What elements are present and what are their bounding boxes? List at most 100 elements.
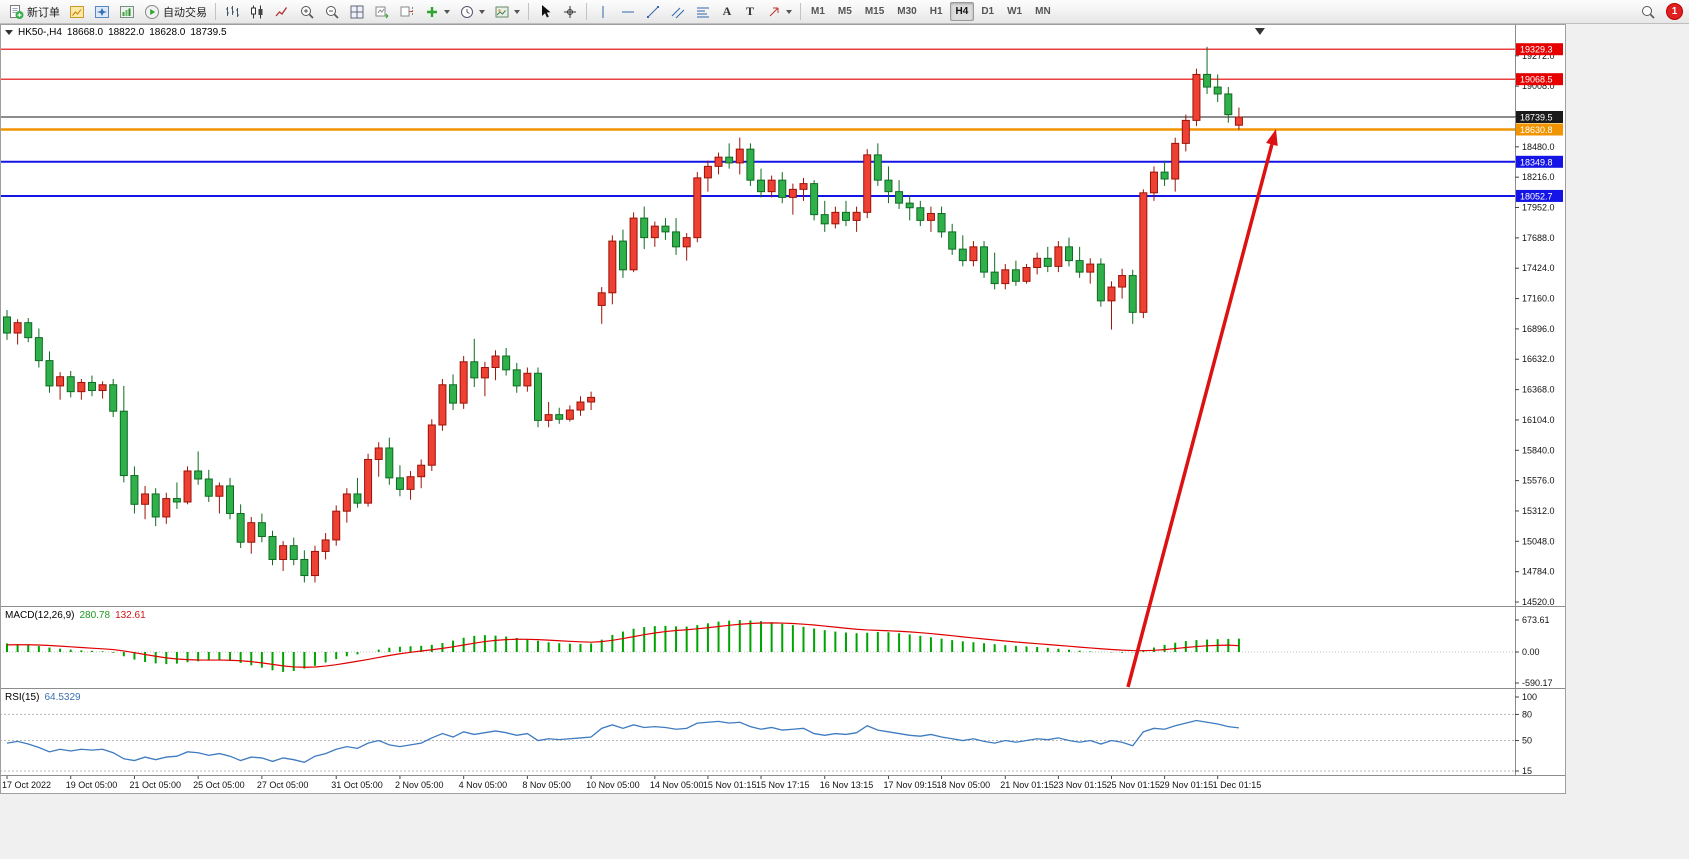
- bar-chart-button[interactable]: [220, 2, 244, 22]
- svg-text:16896.0: 16896.0: [1522, 324, 1555, 334]
- new-order-button[interactable]: 新订单: [4, 2, 64, 22]
- timeframe-h4[interactable]: H4: [949, 2, 975, 21]
- svg-text:17 Nov 09:15: 17 Nov 09:15: [883, 780, 937, 790]
- terminal-icon: [120, 5, 134, 18]
- svg-text:18349.8: 18349.8: [1520, 157, 1553, 167]
- time-axis[interactable]: 17 Oct 2022 19 Oct 05:00 21 Oct 05:00 25 Oc…: [2, 776, 1261, 790]
- timeframe-w1[interactable]: W1: [1001, 2, 1028, 21]
- auto-scroll-button[interactable]: [370, 2, 394, 22]
- zoom-in-button[interactable]: [295, 2, 319, 22]
- svg-text:2 Nov 05:00: 2 Nov 05:00: [395, 780, 444, 790]
- svg-text:-590.17: -590.17: [1522, 678, 1553, 688]
- chart-shift-button[interactable]: [395, 2, 419, 22]
- svg-text:18739.5: 18739.5: [1520, 113, 1553, 123]
- collapse-ohlc-icon[interactable]: [5, 30, 13, 35]
- chevron-down-icon: [479, 9, 485, 14]
- arrows-tool-button[interactable]: [762, 2, 796, 22]
- text-label-icon: T: [745, 4, 754, 18]
- auto-trading-icon: [145, 4, 159, 19]
- text-tool-button[interactable]: A: [716, 2, 738, 22]
- svg-text:14520.0: 14520.0: [1522, 597, 1555, 607]
- channel-tool-button[interactable]: [666, 2, 690, 22]
- timeframe-m30[interactable]: M30: [891, 2, 922, 21]
- svg-text:18 Nov 05:00: 18 Nov 05:00: [937, 780, 991, 790]
- annotation-arrow-line[interactable]: [1126, 144, 1274, 688]
- market-watch-button[interactable]: [65, 2, 89, 22]
- timeframe-m15[interactable]: M15: [859, 2, 890, 21]
- timeframe-d1[interactable]: D1: [975, 2, 1000, 21]
- chart-shift-marker[interactable]: [1254, 28, 1265, 35]
- chart-background: [0, 24, 1566, 794]
- text-label-tool-button[interactable]: T: [739, 2, 761, 22]
- svg-text:27 Oct 05:00: 27 Oct 05:00: [257, 780, 309, 790]
- zoom-out-button[interactable]: [320, 2, 344, 22]
- svg-text:19068.5: 19068.5: [1520, 75, 1553, 85]
- svg-text:15576.0: 15576.0: [1522, 476, 1555, 486]
- templates-button[interactable]: [490, 2, 524, 22]
- periods-button[interactable]: [455, 2, 489, 22]
- timeframe-m1[interactable]: M1: [805, 2, 831, 21]
- svg-text:21 Nov 01:15: 21 Nov 01:15: [1000, 780, 1054, 790]
- horizontal-line-tool-button[interactable]: [616, 2, 640, 22]
- svg-text:18630.8: 18630.8: [1520, 125, 1553, 135]
- svg-text:673.61: 673.61: [1522, 615, 1550, 625]
- tile-windows-icon: [350, 5, 364, 18]
- chevron-down-icon: [444, 9, 450, 14]
- auto-scroll-icon: [375, 6, 389, 18]
- rsi-axis: 100 80 50 15: [1515, 692, 1537, 776]
- trendline-icon: [647, 5, 659, 18]
- timeframe-m5[interactable]: M5: [832, 2, 858, 21]
- notification-badge[interactable]: 1: [1666, 3, 1683, 20]
- candlesticks-layer: [3, 46, 1243, 583]
- timeframe-h1[interactable]: H1: [924, 2, 949, 21]
- timeframe-mn[interactable]: MN: [1029, 2, 1057, 21]
- search-button[interactable]: [1636, 2, 1660, 22]
- macd-histogram: [6, 620, 1240, 672]
- svg-text:25 Oct 05:00: 25 Oct 05:00: [193, 780, 245, 790]
- trendline-tool-button[interactable]: [641, 2, 665, 22]
- indicators-icon: [427, 6, 437, 17]
- svg-text:1 Dec 01:15: 1 Dec 01:15: [1213, 780, 1262, 790]
- zoom-out-icon: [326, 5, 339, 19]
- templates-icon: [495, 6, 509, 17]
- svg-text:17 Oct 2022: 17 Oct 2022: [2, 780, 51, 790]
- svg-text:80: 80: [1522, 709, 1532, 719]
- svg-text:17424.0: 17424.0: [1522, 263, 1555, 273]
- toolbar-separator: [215, 3, 216, 20]
- svg-text:10 Nov 05:00: 10 Nov 05:00: [586, 780, 640, 790]
- svg-text:0.00: 0.00: [1522, 647, 1540, 657]
- vertical-line-tool-button[interactable]: [591, 2, 615, 22]
- fibonacci-tool-button[interactable]: [691, 2, 715, 22]
- line-chart-button[interactable]: [270, 2, 294, 22]
- svg-text:15 Nov 17:15: 15 Nov 17:15: [756, 780, 810, 790]
- crosshair-icon: [564, 5, 576, 18]
- candlestick-chart-icon: [251, 5, 263, 18]
- auto-trading-button[interactable]: 自动交易: [140, 2, 211, 22]
- navigator-button[interactable]: [90, 2, 114, 22]
- cursor-tool-button[interactable]: [533, 2, 557, 22]
- terminal-button[interactable]: [115, 2, 139, 22]
- svg-text:16104.0: 16104.0: [1522, 415, 1555, 425]
- search-icon: [1642, 5, 1655, 19]
- rsi-line: [6, 719, 1239, 763]
- chevron-down-icon: [786, 9, 792, 14]
- tile-windows-button[interactable]: [345, 2, 369, 22]
- candlestick-chart-button[interactable]: [245, 2, 269, 22]
- text-tool-icon: A: [722, 4, 732, 18]
- horizontal-line-objects[interactable]: [0, 48, 1515, 197]
- channel-icon: [671, 7, 685, 18]
- crosshair-tool-button[interactable]: [558, 2, 582, 22]
- horizontal-line-icon: [622, 11, 634, 12]
- toolbar-separator: [586, 3, 587, 20]
- annotation-arrow-head[interactable]: [1266, 129, 1278, 147]
- indicators-button[interactable]: [420, 2, 454, 22]
- svg-text:17952.0: 17952.0: [1522, 203, 1555, 213]
- chart-canvas[interactable]: 19272.019008.018744.018480.018216.017952…: [0, 24, 1566, 794]
- svg-text:18480.0: 18480.0: [1522, 142, 1555, 152]
- svg-text:16632.0: 16632.0: [1522, 354, 1555, 364]
- svg-text:14784.0: 14784.0: [1522, 567, 1555, 577]
- cursor-icon: [542, 4, 551, 17]
- svg-text:16368.0: 16368.0: [1522, 385, 1555, 395]
- svg-text:17688.0: 17688.0: [1522, 233, 1555, 243]
